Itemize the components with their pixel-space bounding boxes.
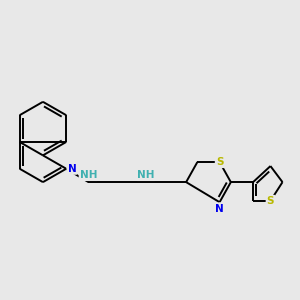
Text: N: N bbox=[68, 164, 76, 174]
Text: NH: NH bbox=[80, 170, 97, 180]
Text: N: N bbox=[215, 203, 224, 214]
Text: NH: NH bbox=[137, 170, 155, 180]
Text: S: S bbox=[216, 157, 223, 167]
Text: S: S bbox=[267, 196, 274, 206]
